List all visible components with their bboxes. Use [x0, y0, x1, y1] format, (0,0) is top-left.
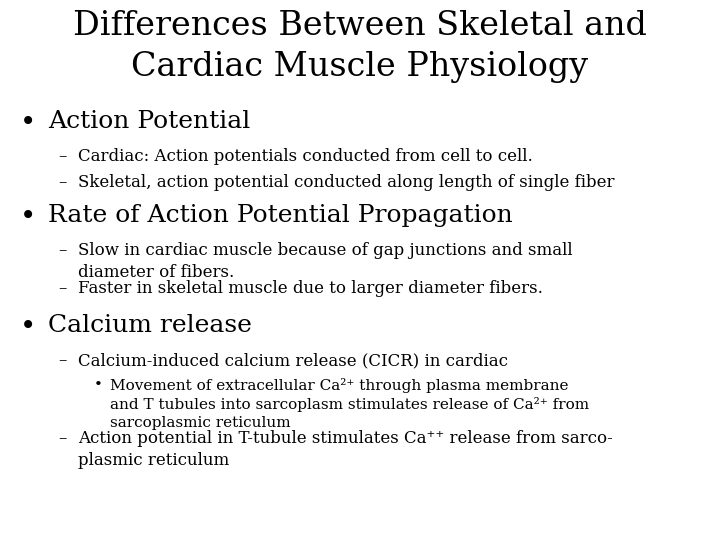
Text: Action potential in T-tubule stimulates Ca⁺⁺ release from sarco-
plasmic reticul: Action potential in T-tubule stimulates … — [78, 430, 613, 469]
Text: Calcium-induced calcium release (CICR) in cardiac: Calcium-induced calcium release (CICR) i… — [78, 352, 508, 369]
Text: •: • — [20, 110, 36, 137]
Text: Faster in skeletal muscle due to larger diameter fibers.: Faster in skeletal muscle due to larger … — [78, 280, 543, 297]
Text: –: – — [58, 430, 66, 447]
Text: Calcium release: Calcium release — [48, 314, 252, 337]
Text: –: – — [58, 242, 66, 259]
Text: Skeletal, action potential conducted along length of single fiber: Skeletal, action potential conducted alo… — [78, 174, 614, 191]
Text: Differences Between Skeletal and
Cardiac Muscle Physiology: Differences Between Skeletal and Cardiac… — [73, 10, 647, 83]
Text: Cardiac: Action potentials conducted from cell to cell.: Cardiac: Action potentials conducted fro… — [78, 148, 533, 165]
Text: Slow in cardiac muscle because of gap junctions and small
diameter of fibers.: Slow in cardiac muscle because of gap ju… — [78, 242, 572, 281]
Text: •: • — [20, 314, 36, 341]
Text: –: – — [58, 352, 66, 369]
Text: –: – — [58, 280, 66, 297]
Text: •: • — [20, 204, 36, 231]
Text: Movement of extracellular Ca²⁺ through plasma membrane
and T tubules into sarcop: Movement of extracellular Ca²⁺ through p… — [110, 378, 589, 430]
Text: •: • — [94, 378, 102, 392]
Text: –: – — [58, 148, 66, 165]
Text: Action Potential: Action Potential — [48, 110, 251, 133]
Text: –: – — [58, 174, 66, 191]
Text: Rate of Action Potential Propagation: Rate of Action Potential Propagation — [48, 204, 513, 227]
